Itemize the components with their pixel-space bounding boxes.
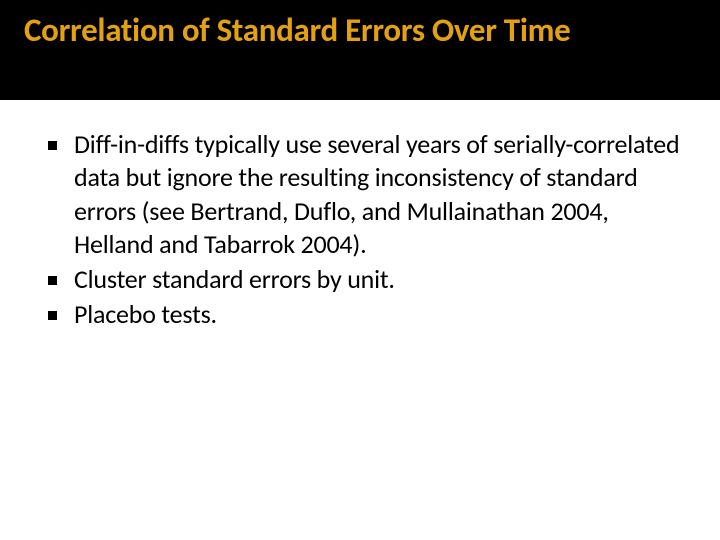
list-item: Diff-in-diffs typically use several year… — [52, 128, 688, 261]
slide-body: Diff-in-diffs typically use several year… — [0, 100, 720, 332]
slide-title: Correlation of Standard Errors Over Time — [24, 10, 696, 51]
list-item: Cluster standard errors by unit. — [52, 263, 688, 296]
bullet-list: Diff-in-diffs typically use several year… — [52, 128, 688, 332]
slide-header: Correlation of Standard Errors Over Time — [0, 0, 720, 100]
list-item: Placebo tests. — [52, 298, 688, 331]
